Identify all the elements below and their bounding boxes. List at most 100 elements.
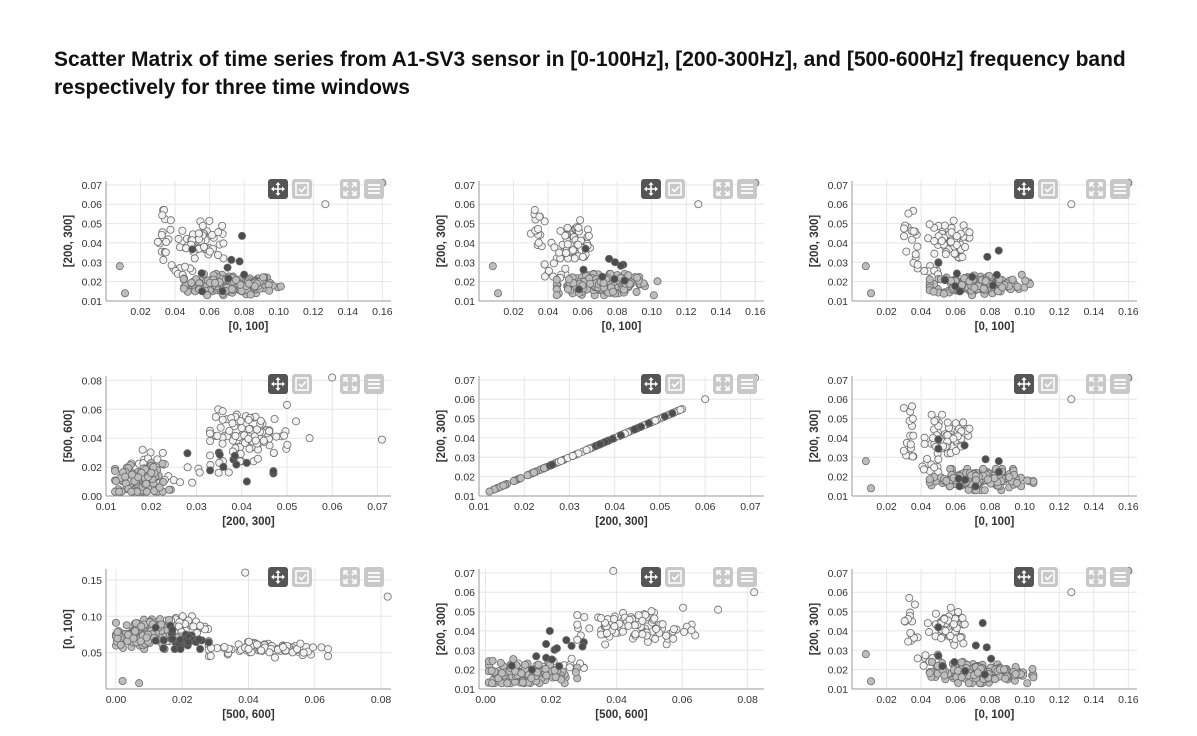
scatter-plot[interactable]: 0.02 0.04 0.06 0.08 0.10 0.12 0.14 0.16 0.01 0.02…: [60, 175, 395, 335]
select-icon[interactable]: [292, 567, 312, 587]
data-point: [242, 458, 251, 467]
zoom-icon[interactable]: [713, 567, 733, 587]
select-icon[interactable]: [1038, 567, 1058, 587]
select-icon[interactable]: [665, 374, 685, 394]
scatter-plot[interactable]: 0.00 0.02 0.04 0.06 0.08 0.05 0.10 0.15 [500, 60…: [60, 563, 395, 723]
data-point: [200, 242, 209, 251]
x-tick-label: 0.07: [367, 501, 388, 513]
y-tick-label: 0.01: [828, 296, 849, 308]
data-point: [676, 405, 685, 414]
scatter-plot[interactable]: 0.02 0.04 0.06 0.08 0.10 0.12 0.14 0.16 0.01 0.02…: [433, 175, 768, 335]
data-point: [573, 611, 582, 620]
scatter-plot[interactable]: 0.02 0.04 0.06 0.08 0.10 0.12 0.14 0.16 0.01 0.02…: [806, 370, 1141, 530]
select-icon[interactable]: [665, 179, 685, 199]
scatter-panel-8[interactable]: 0.00 0.02 0.04 0.06 0.08 0.01 0.02 0.03 0.04 0.05…: [433, 563, 768, 723]
x-tick-label: 0.16: [745, 306, 766, 318]
data-point: [1023, 679, 1032, 688]
zoom-icon[interactable]: [1086, 374, 1106, 394]
data-point: [1000, 665, 1009, 674]
zoom-icon[interactable]: [340, 567, 360, 587]
data-point: [913, 260, 922, 269]
data-point: [581, 244, 590, 253]
move-icon[interactable]: [268, 567, 288, 587]
move-icon[interactable]: [641, 374, 661, 394]
move-icon[interactable]: [641, 179, 661, 199]
data-point: [931, 609, 940, 618]
y-tick-label: 0.04: [455, 433, 476, 445]
data-point: [925, 475, 934, 484]
zoom-icon[interactable]: [713, 374, 733, 394]
scatter-plot[interactable]: 0.02 0.04 0.06 0.08 0.10 0.12 0.14 0.16 0.01 0.02…: [806, 175, 1141, 335]
scatter-panel-4[interactable]: 0.01 0.02 0.03 0.04 0.05 0.06 0.07 0.00 0.02 0.04…: [60, 370, 395, 530]
data-point: [965, 228, 974, 237]
select-icon[interactable]: [1038, 374, 1058, 394]
move-icon[interactable]: [1014, 567, 1034, 587]
data-point: [253, 454, 262, 463]
scatter-panel-6[interactable]: 0.02 0.04 0.06 0.08 0.10 0.12 0.14 0.16 0.01 0.02…: [806, 370, 1141, 530]
scatter-plot[interactable]: 0.01 0.02 0.03 0.04 0.05 0.06 0.07 0.00 0.02 0.04…: [60, 370, 395, 530]
x-tick-label: 0.04: [165, 306, 186, 318]
data-point: [246, 290, 255, 299]
scatter-panel-3[interactable]: 0.02 0.04 0.06 0.08 0.10 0.12 0.14 0.16 0.01 0.02…: [806, 175, 1141, 335]
menu-icon[interactable]: [737, 374, 757, 394]
zoom-icon[interactable]: [340, 179, 360, 199]
y-tick-label: 0.01: [82, 296, 103, 308]
select-icon[interactable]: [665, 567, 685, 587]
scatter-plot[interactable]: 0.01 0.02 0.03 0.04 0.05 0.06 0.07 0.01 0.02 0.03…: [433, 370, 768, 530]
data-point: [649, 291, 658, 300]
y-tick-label: 0.07: [455, 568, 476, 580]
scatter-panel-5[interactable]: 0.01 0.02 0.03 0.04 0.05 0.06 0.07 0.01 0.02 0.03…: [433, 370, 768, 530]
move-icon[interactable]: [641, 567, 661, 587]
data-point: [328, 373, 337, 382]
data-point: [580, 613, 589, 622]
zoom-icon[interactable]: [340, 374, 360, 394]
data-point: [955, 287, 964, 296]
menu-icon[interactable]: [364, 374, 384, 394]
data-point: [949, 216, 958, 225]
data-point: [529, 468, 538, 477]
menu-icon[interactable]: [364, 179, 384, 199]
x-tick-label: 0.04: [604, 501, 625, 513]
scatter-plot[interactable]: 0.02 0.04 0.06 0.08 0.10 0.12 0.14 0.16 0.01 0.02…: [806, 563, 1141, 723]
data-point: [644, 419, 653, 428]
select-icon[interactable]: [292, 374, 312, 394]
data-point: [158, 459, 167, 468]
data-point: [575, 285, 584, 294]
scatter-plot[interactable]: 0.00 0.02 0.04 0.06 0.08 0.01 0.02 0.03 0.04 0.05…: [433, 563, 768, 723]
y-tick-label: 0.07: [828, 180, 849, 192]
menu-icon[interactable]: [737, 567, 757, 587]
menu-icon[interactable]: [364, 567, 384, 587]
select-icon[interactable]: [292, 179, 312, 199]
data-point: [251, 436, 260, 445]
y-tick-label: 0.06: [455, 394, 476, 406]
data-point: [216, 423, 225, 432]
move-icon[interactable]: [1014, 179, 1034, 199]
data-point: [571, 668, 580, 677]
move-icon[interactable]: [268, 179, 288, 199]
scatter-panel-1[interactable]: 0.02 0.04 0.06 0.08 0.10 0.12 0.14 0.16 0.01 0.02…: [60, 175, 395, 335]
move-icon[interactable]: [1014, 374, 1034, 394]
data-point: [938, 662, 947, 671]
data-point: [927, 657, 936, 666]
data-point: [317, 643, 326, 652]
y-axis-label: [200, 300]: [436, 603, 448, 656]
data-point: [951, 282, 960, 291]
menu-icon[interactable]: [1110, 567, 1130, 587]
menu-icon[interactable]: [1110, 374, 1130, 394]
scatter-panel-9[interactable]: 0.02 0.04 0.06 0.08 0.10 0.12 0.14 0.16 0.01 0.02…: [806, 563, 1141, 723]
data-point: [206, 466, 215, 475]
data-point: [930, 417, 939, 426]
zoom-icon[interactable]: [1086, 179, 1106, 199]
menu-icon[interactable]: [737, 179, 757, 199]
zoom-icon[interactable]: [713, 179, 733, 199]
scatter-panel-7[interactable]: 0.00 0.02 0.04 0.06 0.08 0.05 0.10 0.15 [500, 60…: [60, 563, 395, 723]
scatter-panel-2[interactable]: 0.02 0.04 0.06 0.08 0.10 0.12 0.14 0.16 0.01 0.02…: [433, 175, 768, 335]
data-point: [166, 216, 175, 225]
menu-icon[interactable]: [1110, 179, 1130, 199]
move-icon[interactable]: [268, 374, 288, 394]
data-point: [630, 425, 639, 434]
y-tick-label: 0.06: [82, 404, 103, 416]
zoom-icon[interactable]: [1086, 567, 1106, 587]
data-point: [280, 431, 289, 440]
select-icon[interactable]: [1038, 179, 1058, 199]
